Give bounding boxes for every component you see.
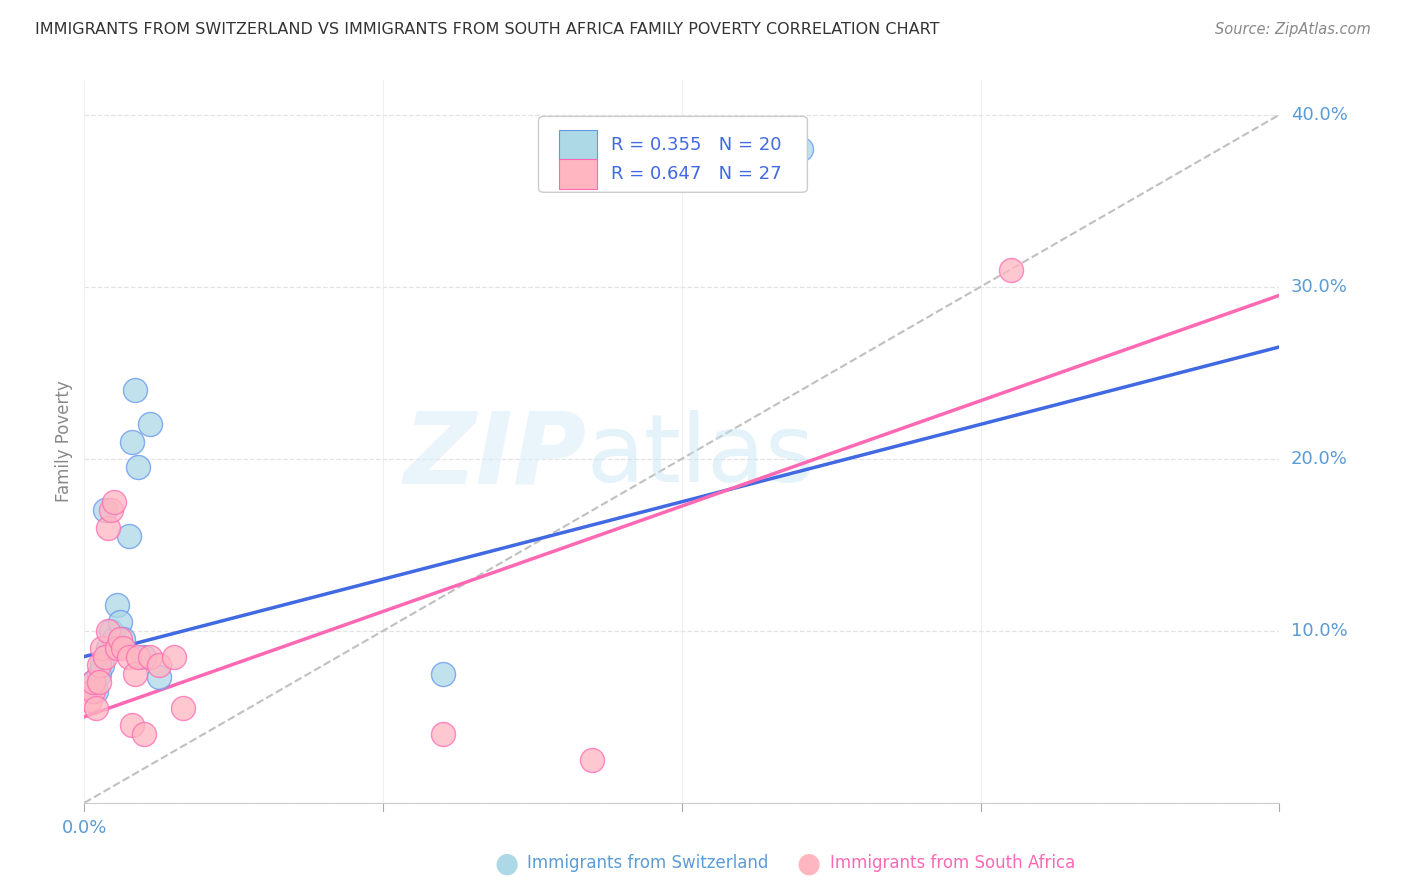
Point — [105, 598, 128, 612]
Point — [110, 615, 132, 630]
Point — [86, 701, 108, 715]
Point — [79, 692, 101, 706]
Point — [94, 649, 117, 664]
Point — [124, 383, 146, 397]
Text: ●: ● — [796, 849, 821, 878]
Point — [97, 520, 120, 534]
Point — [124, 666, 146, 681]
Text: Immigrants from Switzerland: Immigrants from Switzerland — [527, 855, 769, 872]
Text: 10.0%: 10.0% — [1291, 622, 1347, 640]
Point — [94, 503, 117, 517]
Point — [148, 670, 170, 684]
Text: ZIP: ZIP — [404, 408, 586, 505]
Point — [86, 684, 108, 698]
Text: 40.0%: 40.0% — [1291, 105, 1347, 124]
Text: 20.0%: 20.0% — [1291, 450, 1347, 467]
Point — [112, 640, 135, 655]
FancyBboxPatch shape — [558, 159, 598, 189]
Point — [105, 640, 128, 655]
Text: 30.0%: 30.0% — [1291, 277, 1347, 296]
Point — [89, 675, 111, 690]
Text: Source: ZipAtlas.com: Source: ZipAtlas.com — [1215, 22, 1371, 37]
Point — [118, 529, 141, 543]
Point — [100, 503, 122, 517]
Point — [91, 658, 114, 673]
Point — [132, 727, 156, 741]
Point — [89, 658, 111, 673]
Point — [581, 753, 603, 767]
Text: Immigrants from South Africa: Immigrants from South Africa — [830, 855, 1074, 872]
Point — [97, 640, 120, 655]
Point — [103, 494, 125, 508]
Point — [97, 624, 120, 638]
Point — [127, 649, 149, 664]
Point — [148, 658, 170, 673]
Point — [1000, 262, 1022, 277]
Point — [127, 460, 149, 475]
Point — [91, 640, 114, 655]
Point — [100, 624, 122, 638]
Point — [82, 675, 104, 690]
Point — [432, 727, 454, 741]
Point — [82, 675, 104, 690]
Point — [790, 142, 813, 156]
Point — [121, 718, 143, 732]
Point — [139, 417, 162, 432]
FancyBboxPatch shape — [538, 117, 807, 193]
Point — [112, 632, 135, 647]
Point — [163, 649, 186, 664]
Point — [432, 666, 454, 681]
Text: ●: ● — [494, 849, 519, 878]
Point — [139, 649, 162, 664]
Point — [118, 649, 141, 664]
Point — [121, 434, 143, 449]
Text: 0.0%: 0.0% — [62, 819, 107, 837]
Point — [82, 684, 104, 698]
Text: R = 0.647   N = 27: R = 0.647 N = 27 — [612, 165, 782, 183]
Point — [132, 649, 156, 664]
Text: IMMIGRANTS FROM SWITZERLAND VS IMMIGRANTS FROM SOUTH AFRICA FAMILY POVERTY CORRE: IMMIGRANTS FROM SWITZERLAND VS IMMIGRANT… — [35, 22, 939, 37]
Point — [89, 666, 111, 681]
Point — [103, 632, 125, 647]
Y-axis label: Family Poverty: Family Poverty — [55, 381, 73, 502]
FancyBboxPatch shape — [558, 130, 598, 161]
Point — [110, 632, 132, 647]
Text: R = 0.355   N = 20: R = 0.355 N = 20 — [612, 136, 782, 154]
Point — [172, 701, 194, 715]
Text: atlas: atlas — [586, 410, 814, 502]
